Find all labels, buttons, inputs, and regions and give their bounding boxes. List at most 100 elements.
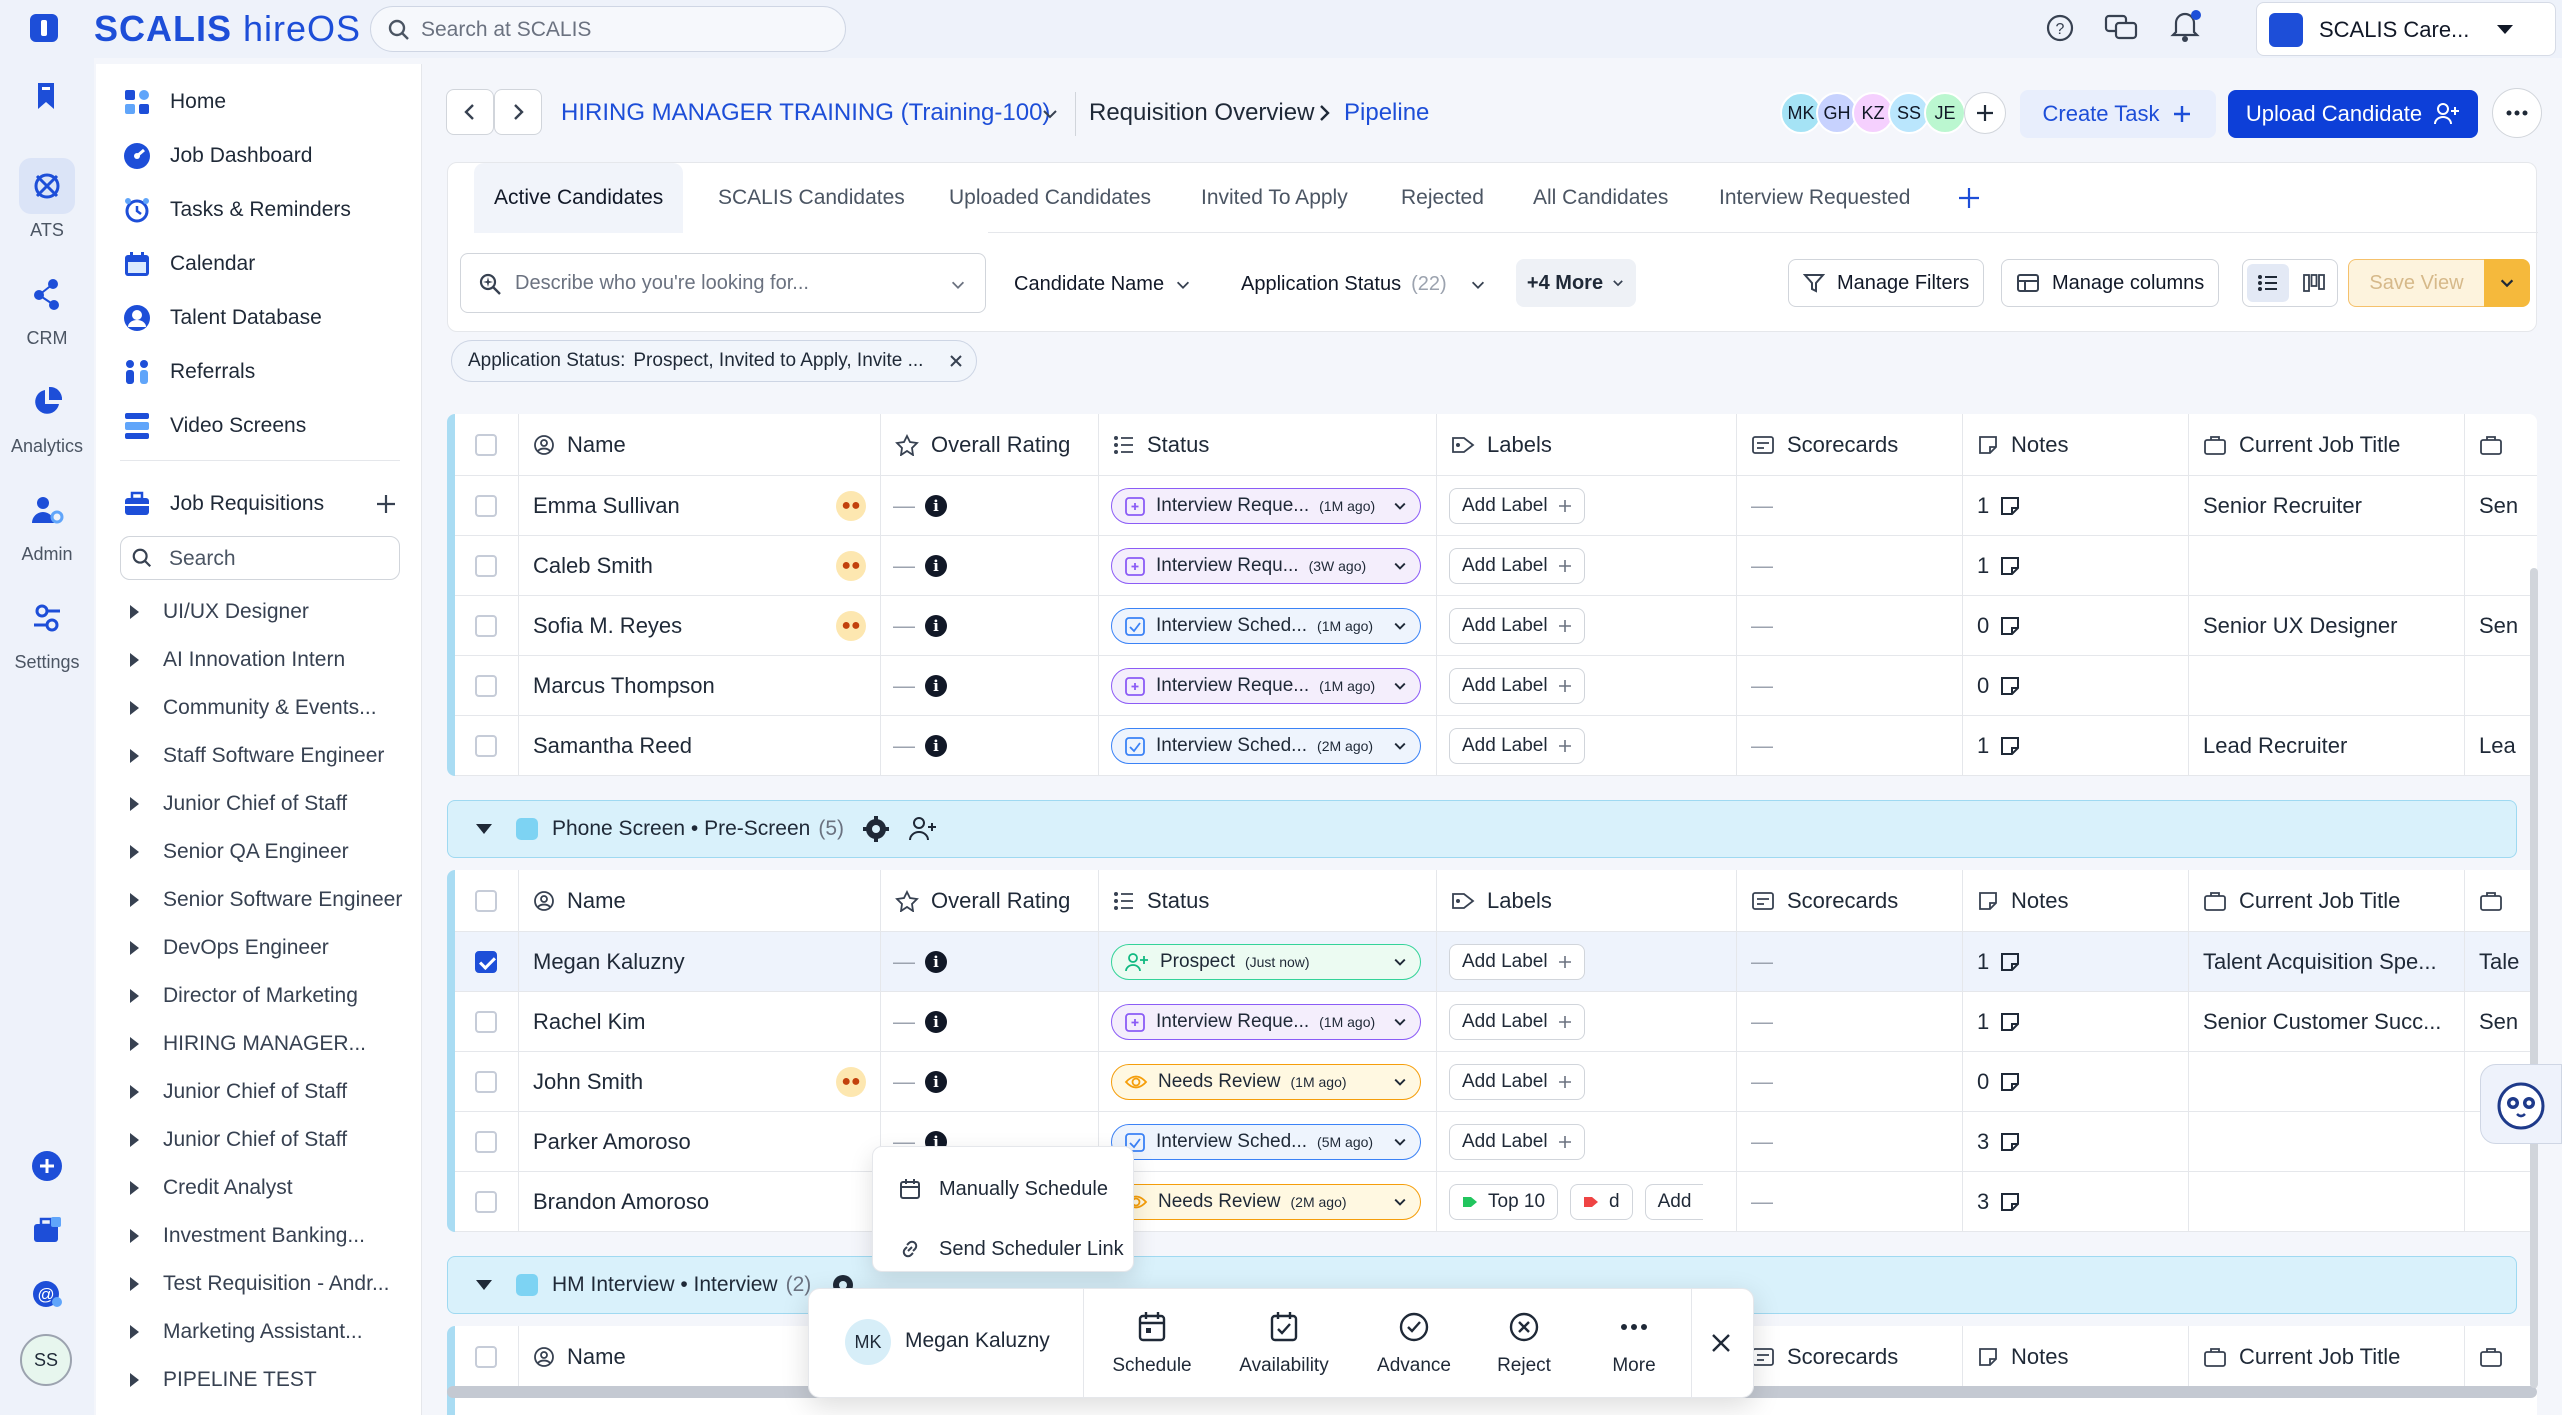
expand-caret-icon[interactable] [130,797,139,811]
table-row[interactable]: Megan Kaluzny — i Prospect (Just now) Add Lab… [455,932,2537,992]
manage-columns-button[interactable]: Manage columns [2001,259,2220,307]
column-header-notes[interactable]: Notes [1963,1326,2189,1388]
nav-item-talent-database[interactable]: Talent Database [120,298,322,338]
candidate-name-cell[interactable]: Parker Amoroso [519,1112,881,1172]
stage-settings-gear-icon[interactable] [862,815,890,843]
rail-item-admin[interactable]: Admin [0,482,94,565]
requisition-item[interactable]: Director of Marketing [130,978,358,1014]
notes-cell[interactable]: 3 [1963,1172,2189,1232]
column-header-notes[interactable]: Notes [1963,870,2189,932]
nav-item-video-screens[interactable]: Video Screens [120,406,306,446]
requisition-item[interactable]: Credit Analyst [130,1170,293,1206]
label-tag[interactable]: Top 10 [1449,1184,1559,1220]
stage-header-phone-screen[interactable]: Phone Screen • Pre-Screen (5) [447,800,2517,858]
column-header-status[interactable]: Status [1099,414,1437,476]
row-checkbox[interactable] [475,1071,497,1093]
requisition-search-input[interactable]: Search [120,536,400,580]
notes-cell[interactable]: 1 [1963,932,2189,992]
nav-item-referrals[interactable]: Referrals [120,352,255,392]
row-checkbox[interactable] [475,615,497,637]
table-row[interactable]: Parker Amoroso — i Interview Sched... (5M ag… [455,1112,2537,1172]
upload-candidate-button[interactable]: Upload Candidate [2228,90,2478,138]
tab-invited-to-apply[interactable]: Invited To Apply [1201,186,1348,209]
schedule-action-button[interactable]: Schedule [1097,1307,1207,1377]
expand-caret-icon[interactable] [130,1229,139,1243]
candidate-name-cell[interactable]: Emma Sullivan ●● [519,476,881,536]
breadcrumb-pipeline[interactable]: Pipeline [1344,99,1430,126]
select-all-checkbox[interactable] [475,1346,497,1368]
column-header-scorecards[interactable]: Scorecards [1737,870,1963,932]
column-header-extra[interactable] [2465,870,2537,932]
info-icon[interactable]: i [925,735,947,757]
candidate-name-cell[interactable]: Marcus Thompson [519,656,881,716]
column-header-scorecards[interactable]: Scorecards [1737,1326,1963,1388]
table-row[interactable]: Sofia M. Reyes ●● — i Interview Sched... (1M … [455,596,2537,656]
column-header-labels[interactable]: Labels [1437,414,1737,476]
requisition-item[interactable]: Junior Chief of Staff [130,1122,347,1158]
requisition-item[interactable]: PIPELINE TEST [130,1362,317,1398]
briefcase-icon[interactable] [31,1214,63,1246]
column-header-extra[interactable] [2465,1326,2537,1388]
requisition-item[interactable]: AI Innovation Intern [130,642,345,678]
notes-cell[interactable]: 3 [1963,1112,2189,1172]
add-label-button[interactable]: Add Label [1449,728,1585,764]
candidate-name-cell[interactable]: Megan Kaluzny [519,932,881,992]
collapse-caret-icon[interactable] [476,824,492,834]
label-tag[interactable]: d [1570,1184,1633,1220]
board-view-button[interactable] [2293,264,2335,302]
vertical-scrollbar[interactable] [2530,568,2538,1388]
list-view-button[interactable] [2247,264,2289,302]
global-search-input[interactable]: Search at SCALIS [370,6,846,52]
tab-rejected[interactable]: Rejected [1401,186,1484,209]
availability-action-button[interactable]: Availability [1229,1307,1339,1377]
more-action-button[interactable]: More [1579,1307,1689,1377]
collaborator-avatar[interactable]: GH [1816,92,1858,134]
requisition-item[interactable]: Marketing Assistant... [130,1314,363,1350]
notes-cell[interactable]: 1 [1963,536,2189,596]
advance-action-button[interactable]: Advance [1359,1307,1469,1377]
add-label-button[interactable]: Add Label [1449,608,1585,644]
status-dropdown[interactable]: Interview Requ... (3W ago) [1111,548,1421,584]
status-dropdown[interactable]: Prospect (Just now) [1111,944,1421,980]
nav-item-job-requisitions[interactable]: Job Requisitions [120,484,324,524]
row-checkbox[interactable] [475,1131,497,1153]
assistant-mascot-button[interactable] [2480,1064,2562,1144]
status-dropdown[interactable]: Interview Reque... (1M ago) [1111,668,1421,704]
requisition-item[interactable]: Senior QA Engineer [130,834,349,870]
add-label-button[interactable]: Add Label [1449,548,1585,584]
status-dropdown[interactable]: Needs Review (1M ago) [1111,1064,1421,1100]
add-label-button[interactable]: Add Label [1449,1124,1585,1160]
expand-caret-icon[interactable] [130,1085,139,1099]
row-checkbox[interactable] [475,1191,497,1213]
info-icon[interactable]: i [925,1071,947,1093]
notes-cell[interactable]: 0 [1963,656,2189,716]
status-dropdown[interactable]: Interview Reque... (1M ago) [1111,1004,1421,1040]
create-task-button[interactable]: Create Task [2020,90,2216,138]
table-row[interactable]: Emma Sullivan ●● — i Interview Reque... (1M a… [455,476,2537,536]
add-label-button[interactable]: Add Label [1449,944,1585,980]
user-avatar[interactable]: SS [20,1334,72,1386]
add-label-button[interactable]: Add Label [1449,488,1585,524]
application-status-filter[interactable]: Application Status (22) [1241,273,1487,296]
status-dropdown[interactable]: Interview Sched... (1M ago) [1111,608,1421,644]
notes-cell[interactable]: 1 [1963,476,2189,536]
requisition-item[interactable]: Community & Events... [130,690,377,726]
save-view-dropdown-button[interactable] [2484,259,2530,307]
status-dropdown[interactable]: Interview Sched... (5M ago) [1111,1124,1421,1160]
sidebar-toggle-icon[interactable] [30,14,58,42]
candidate-name-filter[interactable]: Candidate Name [1014,273,1192,296]
column-header-scorecards[interactable]: Scorecards [1737,414,1963,476]
rail-item-ats[interactable]: ATS [0,158,94,241]
chevron-down-icon[interactable] [1040,104,1060,124]
table-row[interactable]: John Smith ●● — i Needs Review (1M ago) Add La… [455,1052,2537,1112]
collaborator-avatar[interactable]: KZ [1852,92,1894,134]
column-header-name[interactable]: Name [519,414,881,476]
candidate-name-cell[interactable]: Rachel Kim [519,992,881,1052]
info-icon[interactable]: i [925,555,947,577]
requisition-item[interactable]: Staff Software Engineer [130,738,384,774]
info-icon[interactable]: i [925,951,947,973]
add-tab-plus-icon[interactable] [1956,185,1982,211]
expand-caret-icon[interactable] [130,845,139,859]
rail-item-analytics[interactable]: Analytics [0,374,94,457]
column-header-status[interactable]: Status [1099,870,1437,932]
